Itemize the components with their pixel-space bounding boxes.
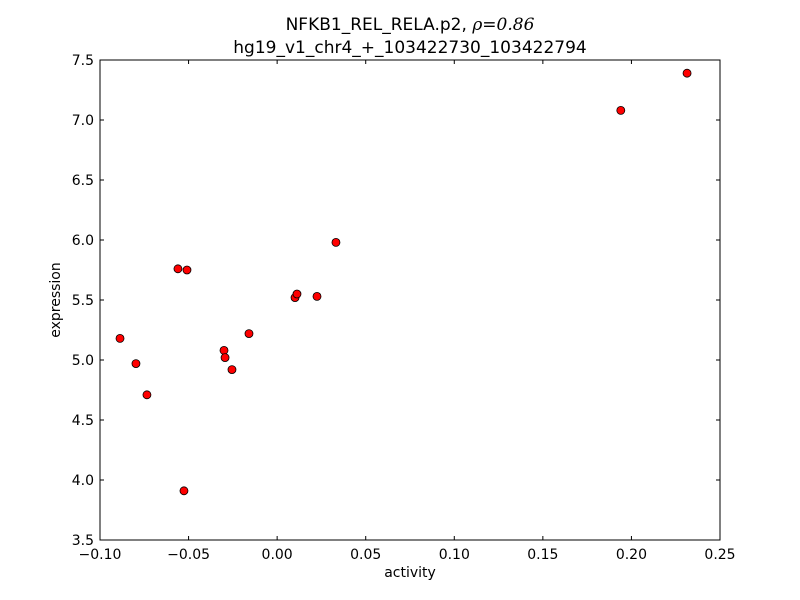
data-point — [331, 237, 341, 247]
title-gene: NFKB1_REL_RELA.p2, — [286, 15, 473, 35]
title-rho: ρ=0.86 — [471, 15, 534, 35]
x-tick-label: −0.10 — [79, 547, 122, 563]
y-tick-label: 4.5 — [72, 413, 94, 429]
data-point — [312, 291, 322, 301]
chart-title-line1: NFKB1_REL_RELA.p2, ρ=0.86 — [286, 15, 535, 35]
y-tick-label: 7.0 — [72, 113, 94, 129]
chart-title-line2: hg19_v1_chr4_+_103422730_103422794 — [233, 38, 586, 58]
y-tick-label: 5.5 — [72, 293, 94, 309]
data-point — [182, 265, 192, 275]
y-tick-label: 4.0 — [72, 473, 94, 489]
data-point — [142, 390, 152, 400]
y-tick-label: 6.0 — [72, 233, 94, 249]
x-tick-label: 0.10 — [439, 547, 470, 563]
data-point — [220, 353, 230, 363]
plot-frame — [99, 59, 721, 541]
x-tick-label: 0.25 — [704, 547, 735, 563]
y-axis-label: expression — [48, 262, 64, 338]
data-point — [227, 365, 237, 375]
x-tick-label: 0.20 — [616, 547, 647, 563]
data-point — [244, 329, 254, 339]
x-tick-label: −0.05 — [167, 547, 210, 563]
data-point — [292, 289, 302, 299]
data-point — [131, 359, 141, 369]
data-point — [173, 264, 183, 274]
x-tick-label: 0.00 — [262, 547, 293, 563]
x-axis-label: activity — [384, 565, 436, 581]
data-point — [682, 68, 692, 78]
data-point — [115, 333, 125, 343]
y-tick-label: 6.5 — [72, 173, 94, 189]
data-point — [616, 106, 626, 115]
y-tick-label: 5.0 — [72, 353, 94, 369]
x-tick-label: 0.05 — [350, 547, 381, 563]
x-tick-label: 0.15 — [527, 547, 558, 563]
data-point — [179, 486, 189, 496]
y-tick-label: 3.5 — [72, 533, 94, 549]
y-tick-label: 7.5 — [72, 53, 94, 69]
data-point — [219, 345, 229, 355]
